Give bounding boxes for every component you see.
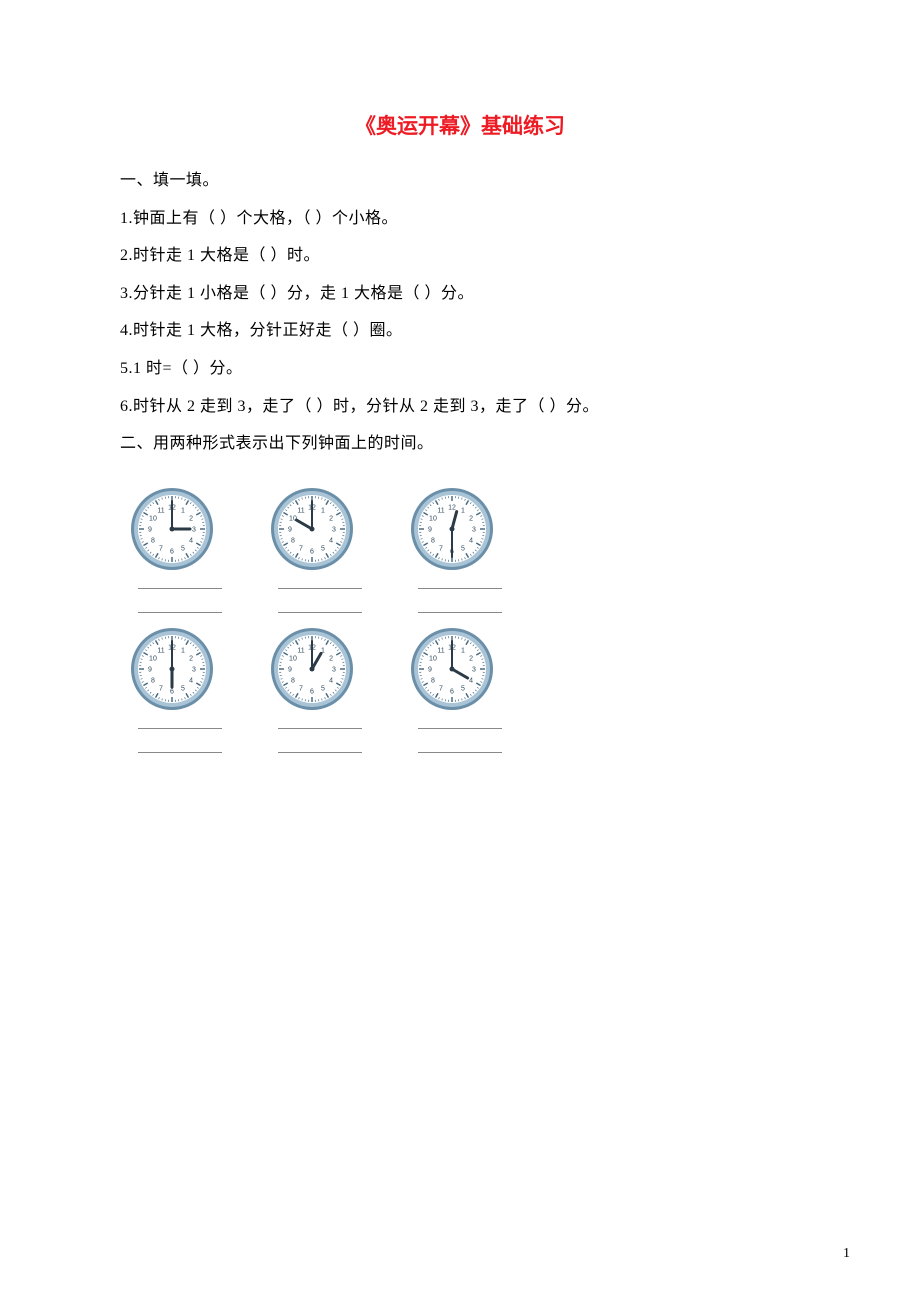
svg-text:9: 9 — [288, 526, 292, 533]
svg-text:4: 4 — [329, 677, 333, 684]
svg-text:1: 1 — [181, 647, 185, 654]
clock-cell: 123456789101112 — [270, 487, 370, 571]
q4: 4.时针走 1 大格，分针正好走（ ）圈。 — [120, 318, 800, 344]
answer-blank — [410, 579, 510, 593]
clock-cell: 123456789101112 — [130, 627, 230, 711]
svg-text:8: 8 — [431, 537, 435, 544]
svg-text:10: 10 — [149, 655, 157, 662]
svg-text:6: 6 — [170, 548, 174, 555]
q5: 5.1 时=（ ）分。 — [120, 356, 800, 382]
answer-blank — [130, 719, 230, 733]
svg-text:2: 2 — [189, 655, 193, 662]
svg-text:1: 1 — [321, 507, 325, 514]
answer-blank — [270, 603, 370, 617]
svg-text:8: 8 — [151, 537, 155, 544]
svg-text:9: 9 — [288, 666, 292, 673]
svg-text:7: 7 — [439, 685, 443, 692]
svg-text:5: 5 — [461, 685, 465, 692]
svg-text:8: 8 — [291, 537, 295, 544]
svg-text:8: 8 — [431, 677, 435, 684]
clock-cell: 123456789101112 — [270, 627, 370, 711]
page-number: 1 — [843, 1246, 850, 1262]
svg-text:11: 11 — [437, 647, 444, 654]
answer-blank — [130, 603, 230, 617]
svg-text:10: 10 — [289, 655, 297, 662]
svg-text:3: 3 — [332, 526, 336, 533]
svg-text:2: 2 — [329, 515, 333, 522]
svg-text:9: 9 — [148, 526, 152, 533]
svg-text:11: 11 — [297, 507, 304, 514]
svg-text:2: 2 — [469, 515, 473, 522]
svg-text:2: 2 — [189, 515, 193, 522]
answer-blank — [270, 579, 370, 593]
answer-blank — [130, 579, 230, 593]
svg-text:3: 3 — [332, 666, 336, 673]
svg-text:12: 12 — [448, 504, 456, 511]
svg-text:11: 11 — [157, 647, 164, 654]
svg-text:5: 5 — [181, 545, 185, 552]
svg-text:10: 10 — [429, 515, 437, 522]
clock-grid: 1234567891011121234567891011121234567891… — [120, 487, 800, 757]
page-title: 《奥运开幕》基础练习 — [120, 110, 800, 140]
answer-blank — [270, 743, 370, 757]
answer-blank — [130, 743, 230, 757]
clock-face: 123456789101112 — [410, 627, 494, 711]
clock-face: 123456789101112 — [270, 487, 354, 571]
svg-text:3: 3 — [192, 526, 196, 533]
svg-text:3: 3 — [192, 666, 196, 673]
svg-text:10: 10 — [149, 515, 157, 522]
answer-blank — [410, 719, 510, 733]
svg-text:1: 1 — [181, 507, 185, 514]
svg-text:2: 2 — [469, 655, 473, 662]
clock-cell: 123456789101112 — [130, 487, 230, 571]
section1-heading: 一、填一填。 — [120, 168, 800, 194]
svg-text:6: 6 — [310, 688, 314, 695]
svg-text:5: 5 — [461, 545, 465, 552]
svg-text:8: 8 — [151, 677, 155, 684]
svg-text:11: 11 — [437, 507, 444, 514]
clock-cell: 123456789101112 — [410, 627, 510, 711]
svg-text:7: 7 — [159, 685, 163, 692]
svg-text:11: 11 — [297, 647, 304, 654]
svg-text:7: 7 — [439, 545, 443, 552]
svg-text:7: 7 — [159, 545, 163, 552]
svg-text:5: 5 — [321, 545, 325, 552]
svg-text:11: 11 — [157, 507, 164, 514]
svg-text:6: 6 — [310, 548, 314, 555]
q2: 2.时针走 1 大格是（ ）时。 — [120, 243, 800, 269]
svg-text:4: 4 — [469, 537, 473, 544]
svg-text:6: 6 — [450, 688, 454, 695]
svg-text:7: 7 — [299, 545, 303, 552]
svg-text:4: 4 — [189, 677, 193, 684]
svg-text:5: 5 — [321, 685, 325, 692]
svg-text:3: 3 — [472, 666, 476, 673]
clock-cell: 123456789101112 — [410, 487, 510, 571]
section2-heading: 二、用两种形式表示出下列钟面上的时间。 — [120, 431, 800, 457]
q3: 3.分针走 1 小格是（ ）分，走 1 大格是（ ）分。 — [120, 281, 800, 307]
svg-text:6: 6 — [170, 688, 174, 695]
clock-face: 123456789101112 — [270, 627, 354, 711]
svg-text:7: 7 — [299, 685, 303, 692]
svg-text:3: 3 — [472, 526, 476, 533]
svg-text:5: 5 — [181, 685, 185, 692]
answer-blank — [410, 603, 510, 617]
q6: 6.时针从 2 走到 3，走了（ ）时，分针从 2 走到 3，走了（ ）分。 — [120, 394, 800, 420]
svg-text:1: 1 — [461, 507, 465, 514]
svg-text:1: 1 — [461, 647, 465, 654]
svg-text:2: 2 — [329, 655, 333, 662]
clock-face: 123456789101112 — [130, 627, 214, 711]
svg-text:8: 8 — [291, 677, 295, 684]
svg-text:9: 9 — [428, 526, 432, 533]
svg-text:4: 4 — [329, 537, 333, 544]
clock-face: 123456789101112 — [130, 487, 214, 571]
svg-text:4: 4 — [469, 677, 473, 684]
svg-text:9: 9 — [148, 666, 152, 673]
answer-blank — [270, 719, 370, 733]
svg-text:10: 10 — [429, 655, 437, 662]
answer-blank — [410, 743, 510, 757]
svg-text:4: 4 — [189, 537, 193, 544]
clock-face: 123456789101112 — [410, 487, 494, 571]
svg-text:9: 9 — [428, 666, 432, 673]
q1: 1.钟面上有（ ）个大格，（ ）个小格。 — [120, 206, 800, 232]
